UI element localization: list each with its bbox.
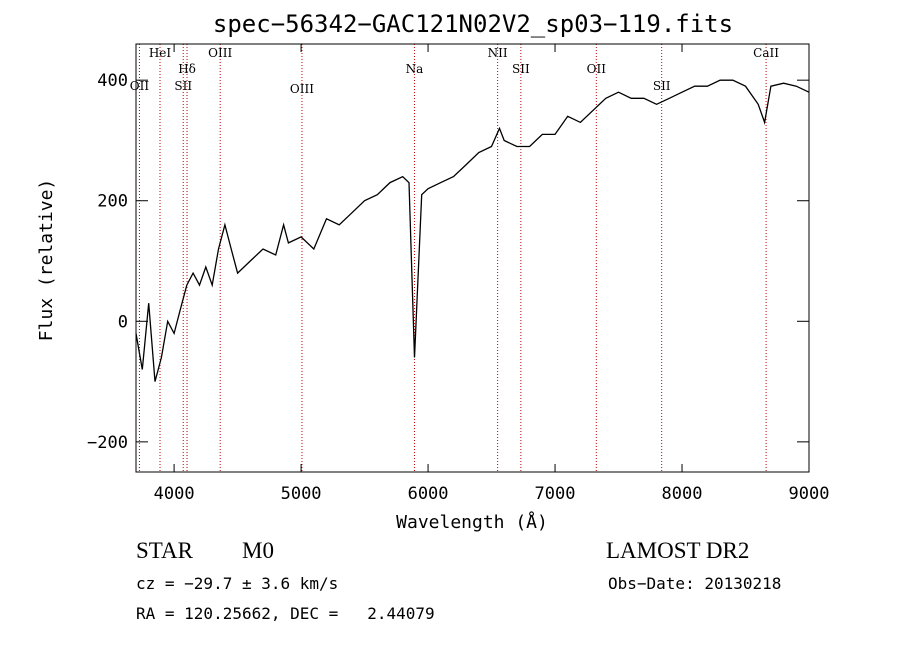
line-label: HeI	[149, 46, 172, 60]
x-tick-label: 6000	[408, 484, 449, 504]
line-label: Hδ	[178, 62, 196, 76]
line-label: OIII	[290, 82, 314, 96]
x-tick-label: 8000	[662, 484, 703, 504]
y-tick-label: 200	[97, 192, 128, 212]
spectrum-series	[135, 79, 810, 382]
spectrum-line	[135, 79, 810, 382]
object-class: STAR	[136, 538, 193, 563]
line-label: SII	[174, 79, 192, 93]
chart-title: spec−56342−GAC121N02V2_sp03−119.fits	[213, 10, 733, 38]
axis-ticks: 4000 5000 6000 7000 8000 9000 −200 0 200 400	[87, 44, 829, 504]
line-label: OII	[130, 79, 150, 93]
line-label: OII	[587, 62, 607, 76]
line-label: Na	[406, 62, 424, 76]
y-tick-label: 0	[118, 312, 128, 332]
line-label: OIII	[208, 46, 232, 60]
observation-date: Obs−Date: 20130218	[608, 574, 782, 593]
redshift-value: cz = −29.7 ± 3.6 km/s	[136, 574, 339, 593]
survey-name: LAMOST DR2	[606, 538, 750, 563]
coordinates: RA = 120.25662, DEC = 2.44079	[136, 604, 435, 623]
object-subclass: M0	[242, 538, 274, 563]
line-label: SII	[653, 79, 671, 93]
plot-frame	[135, 43, 810, 473]
y-axis-label: Flux (relative)	[36, 179, 57, 342]
y-tick-label: 400	[97, 71, 128, 91]
x-tick-label: 5000	[281, 484, 322, 504]
x-axis-label: Wavelength (Å)	[396, 511, 548, 533]
emission-lines: OII HeI Hδ SII OIII OIII Na NII SII OII SII CaII	[130, 44, 779, 472]
x-tick-label: 7000	[535, 484, 576, 504]
line-label: NII	[488, 46, 508, 60]
y-tick-label: −200	[87, 433, 128, 453]
x-tick-label: 9000	[789, 484, 830, 504]
x-tick-label: 4000	[154, 484, 195, 504]
line-label: CaII	[753, 46, 779, 60]
line-label: SII	[512, 62, 530, 76]
